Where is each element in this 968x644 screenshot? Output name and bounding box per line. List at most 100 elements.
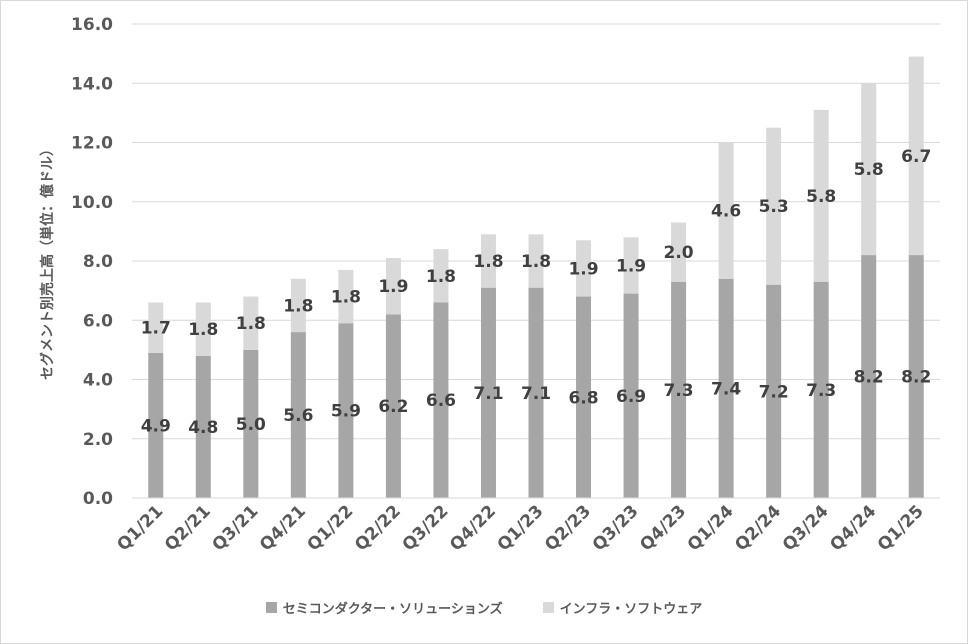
y-tick-label: 8.0 xyxy=(83,252,113,272)
bar-infrastructure xyxy=(718,142,734,279)
legend-swatch-infrastructure xyxy=(542,602,554,613)
data-label-semiconductor: 4.9 xyxy=(141,416,171,436)
y-tick-label: 16.0 xyxy=(71,15,113,35)
data-label-semiconductor: 5.0 xyxy=(236,415,266,435)
bar-semiconductor xyxy=(718,278,734,498)
data-label-infrastructure: 1.9 xyxy=(616,256,646,276)
y-tick-label: 2.0 xyxy=(83,430,113,450)
data-label-semiconductor: 7.2 xyxy=(759,382,789,402)
bar-infrastructure xyxy=(480,234,496,288)
bar-semiconductor xyxy=(148,352,164,498)
data-label-semiconductor: 6.2 xyxy=(378,397,408,417)
x-tick-label: Q1/21 xyxy=(113,501,167,555)
data-label-infrastructure: 2.0 xyxy=(664,243,694,263)
data-label-semiconductor: 7.1 xyxy=(521,384,551,404)
x-tick-label: Q4/23 xyxy=(636,501,690,555)
x-tick-label: Q1/25 xyxy=(874,501,928,555)
data-label-infrastructure: 1.8 xyxy=(188,320,218,340)
y-tick-label: 12.0 xyxy=(71,134,113,154)
bar-semiconductor xyxy=(813,281,829,498)
data-label-semiconductor: 8.2 xyxy=(901,368,931,388)
bar-semiconductor xyxy=(576,296,592,498)
data-label-infrastructure: 1.8 xyxy=(236,314,266,334)
bar-semiconductor xyxy=(290,332,306,498)
data-label-semiconductor: 8.2 xyxy=(854,368,884,388)
data-label-semiconductor: 7.3 xyxy=(664,381,694,401)
bar-semiconductor xyxy=(338,323,354,498)
bar-semiconductor xyxy=(385,314,401,498)
legend-item-semiconductor: セミコンダクター・ソリューションズ xyxy=(265,598,503,617)
x-tick-label: Q2/22 xyxy=(351,501,405,555)
bar-infrastructure xyxy=(576,240,592,297)
bar-infrastructure xyxy=(623,237,639,294)
data-label-infrastructure: 4.6 xyxy=(711,202,741,222)
bar-infrastructure xyxy=(243,296,259,350)
legend-label-semiconductor: セミコンダクター・ソリューションズ xyxy=(282,602,503,617)
y-tick-label: 14.0 xyxy=(71,74,113,94)
data-label-infrastructure: 6.7 xyxy=(901,147,931,167)
x-tick-label: Q3/23 xyxy=(589,501,643,555)
bar-infrastructure xyxy=(813,109,829,282)
bar-infrastructure xyxy=(290,278,306,333)
data-label-semiconductor: 6.6 xyxy=(426,391,456,411)
bar-infrastructure xyxy=(671,222,687,282)
data-label-semiconductor: 5.9 xyxy=(331,402,361,422)
y-axis-title: セグメント別売上高（単位：億ドル） xyxy=(39,142,56,380)
data-label-infrastructure: 1.8 xyxy=(331,288,361,308)
data-label-semiconductor: 7.1 xyxy=(473,384,503,404)
x-tick-label: Q1/24 xyxy=(684,501,738,555)
x-tick-label: Q2/23 xyxy=(541,501,595,555)
x-tick-label: Q3/22 xyxy=(399,501,453,555)
data-label-semiconductor: 7.3 xyxy=(806,381,836,401)
legend-label-infrastructure: インフラ・ソフトウェア xyxy=(559,602,703,617)
data-label-infrastructure: 1.8 xyxy=(521,252,551,272)
bar-semiconductor xyxy=(908,255,924,498)
data-label-semiconductor: 5.6 xyxy=(283,406,313,426)
x-tick-label: Q4/24 xyxy=(826,501,880,555)
bar-infrastructure xyxy=(385,258,401,315)
x-tick-label: Q2/21 xyxy=(161,501,215,555)
x-tick-label: Q3/21 xyxy=(209,501,263,555)
x-tick-label: Q1/23 xyxy=(494,501,548,555)
bar-semiconductor xyxy=(861,255,877,498)
legend-item-infrastructure: インフラ・ソフトウェア xyxy=(542,598,703,617)
y-tick-label: 4.0 xyxy=(83,371,113,391)
data-label-semiconductor: 7.4 xyxy=(711,379,741,399)
data-label-infrastructure: 1.8 xyxy=(473,252,503,272)
data-label-infrastructure: 1.7 xyxy=(141,319,171,339)
x-tick-label: Q3/24 xyxy=(779,501,833,555)
bar-semiconductor xyxy=(195,355,211,498)
bar-infrastructure xyxy=(766,127,782,285)
bar-infrastructure xyxy=(908,56,924,256)
bar-semiconductor xyxy=(671,281,687,498)
bar-semiconductor xyxy=(480,287,496,498)
data-label-infrastructure: 5.8 xyxy=(806,187,836,207)
data-label-infrastructure: 5.3 xyxy=(759,197,789,217)
data-label-semiconductor: 6.9 xyxy=(616,387,646,407)
x-tick-label: Q1/22 xyxy=(304,501,358,555)
bar-infrastructure xyxy=(861,83,877,256)
x-tick-label: Q4/22 xyxy=(446,501,500,555)
bar-semiconductor xyxy=(528,287,544,498)
legend: セミコンダクター・ソリューションズ インフラ・ソフトウェア xyxy=(0,598,968,617)
bar-infrastructure xyxy=(338,269,354,324)
x-tick-label: Q4/21 xyxy=(256,501,310,555)
data-label-semiconductor: 6.8 xyxy=(568,388,598,408)
bar-infrastructure xyxy=(433,249,449,303)
bar-infrastructure xyxy=(528,234,544,288)
data-label-infrastructure: 1.9 xyxy=(568,259,598,279)
bar-semiconductor xyxy=(766,284,782,498)
data-label-semiconductor: 4.8 xyxy=(188,418,218,438)
y-tick-label: 0.0 xyxy=(83,489,113,509)
legend-swatch-semiconductor xyxy=(265,602,277,613)
bar-semiconductor xyxy=(623,293,639,498)
data-label-infrastructure: 1.9 xyxy=(378,277,408,297)
bar-infrastructure xyxy=(195,302,211,356)
data-label-infrastructure: 5.8 xyxy=(854,160,884,180)
x-tick-label: Q2/24 xyxy=(731,501,785,555)
bar-semiconductor xyxy=(433,302,449,498)
y-tick-label: 6.0 xyxy=(83,311,113,331)
bar-infrastructure xyxy=(148,302,164,353)
bar-semiconductor xyxy=(243,349,259,498)
